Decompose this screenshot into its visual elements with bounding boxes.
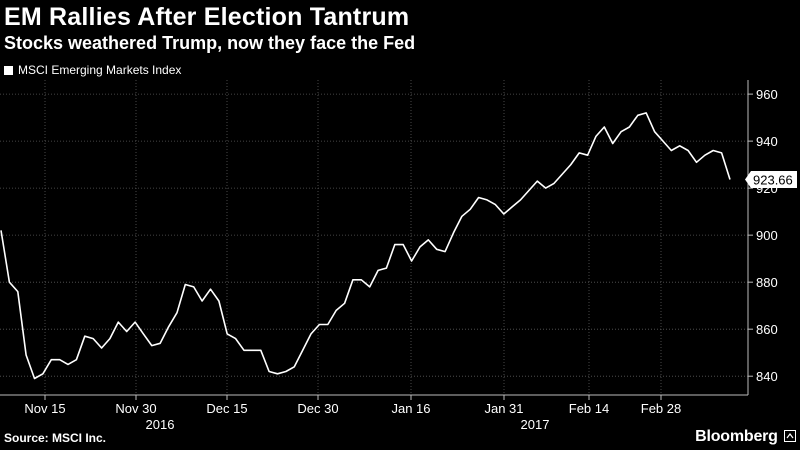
y-tick-label: 900 <box>756 228 778 243</box>
x-tick-label: Dec 15 <box>206 401 247 416</box>
year-label: 2016 <box>146 417 175 432</box>
last-value-callout <box>745 171 797 189</box>
grid <box>0 80 748 395</box>
year-label: 2017 <box>521 417 550 432</box>
chart-title: EM Rallies After Election Tantrum <box>4 3 410 31</box>
brand-logo: Bloomberg <box>695 428 796 446</box>
y-tick-label: 860 <box>756 322 778 337</box>
series-layer <box>0 112 731 380</box>
legend-label: MSCI Emerging Markets Index <box>18 63 182 77</box>
brand-text: Bloomberg <box>695 428 778 445</box>
x-tick-label: Feb 28 <box>641 401 681 416</box>
x-tick-label: Jan 16 <box>391 401 430 416</box>
y-tick-label: 840 <box>756 369 778 384</box>
axes <box>0 80 753 400</box>
series-line-msci-em <box>0 112 731 380</box>
y-tick-label: 880 <box>756 275 778 290</box>
legend: MSCI Emerging Markets Index <box>4 63 181 77</box>
x-tick-label: Feb 14 <box>569 401 609 416</box>
x-tick-label: Nov 15 <box>24 401 65 416</box>
bloomberg-square-icon <box>784 430 796 442</box>
source-note: Source: MSCI Inc. <box>4 431 107 445</box>
y-tick-label: 960 <box>756 87 778 102</box>
x-tick-label: Dec 30 <box>297 401 338 416</box>
x-tick-label: Nov 30 <box>115 401 156 416</box>
chart-subtitle: Stocks weathered Trump, now they face th… <box>4 33 416 53</box>
legend-swatch-icon <box>4 65 13 75</box>
x-tick-label: Jan 31 <box>484 401 523 416</box>
last-value-label: 923.66 <box>753 173 793 188</box>
y-tick-label: 940 <box>756 134 778 149</box>
